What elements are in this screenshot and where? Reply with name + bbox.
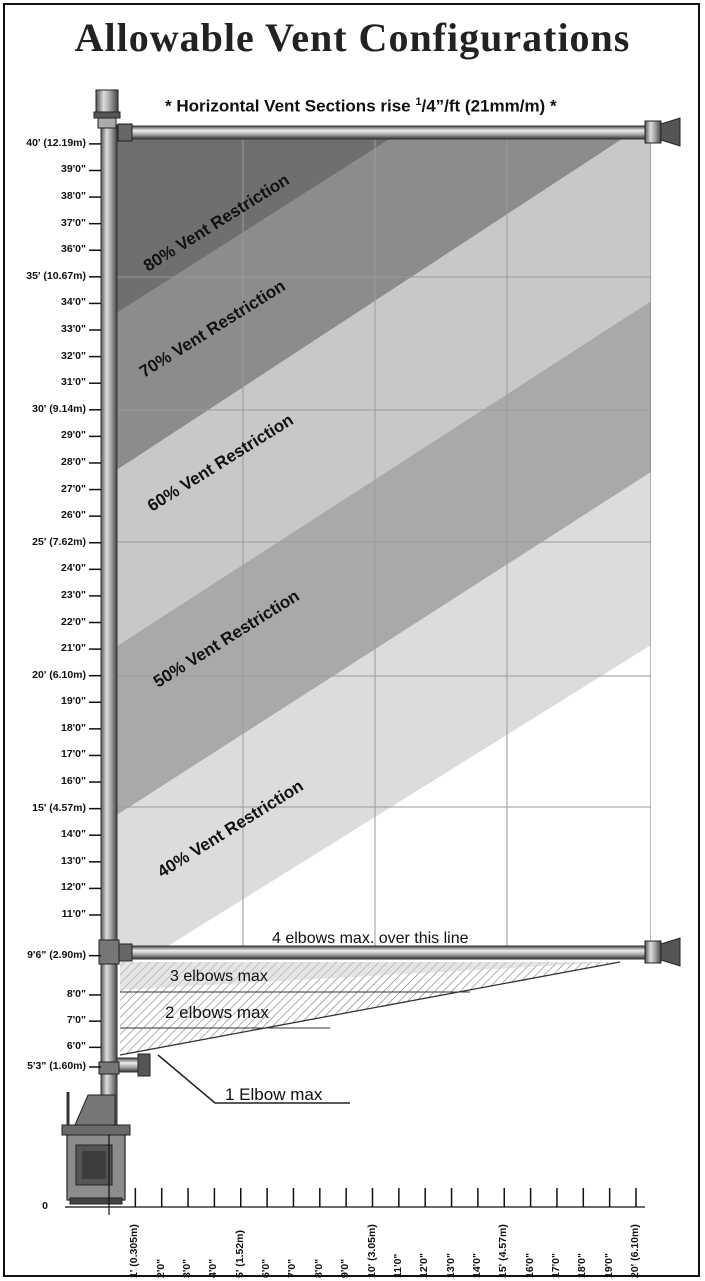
- y-tick-label: 8'0": [66, 987, 86, 1000]
- elbow-label-four: 4 elbows max. over this line: [272, 930, 469, 947]
- y-tick-label: 37'0": [61, 216, 86, 229]
- x-tick-label: 2'0": [154, 1258, 167, 1278]
- y-tick-label: 6'0": [66, 1040, 86, 1053]
- y-tick-label: 31'0": [61, 376, 86, 389]
- y-tick-label: 21'0": [61, 642, 86, 655]
- elbow-region: [119, 961, 621, 1104]
- zone-50-percent: [109, 301, 651, 820]
- lower-horizontal-pipe: [114, 937, 681, 967]
- upper-horizontal-pipe: [114, 117, 681, 147]
- y-tick-label: 25' (7.62m): [32, 535, 86, 548]
- subtitle-text-pre: * Horizontal Vent Sections rise: [165, 96, 416, 116]
- axis-lines: [65, 1135, 645, 1215]
- y-tick-label: 38'0": [61, 190, 86, 203]
- chart-gridlines: [109, 139, 651, 951]
- y-tick-label: 5'3" (1.60m): [27, 1060, 86, 1072]
- y-tick-label: 19'0": [61, 695, 86, 708]
- three-elbow-band: [120, 962, 620, 990]
- x-tick-label: 4'0": [207, 1258, 220, 1278]
- x-tick-label: 19'0": [602, 1253, 615, 1278]
- x-tick-label: 14'0": [470, 1253, 483, 1278]
- subtitle-note: * Horizontal Vent Sections rise 1/4”/ft …: [165, 96, 645, 117]
- vertical-termination-cap: [93, 89, 121, 129]
- y-tick-label: 14'0": [61, 828, 86, 841]
- x-tick-label: 13'0": [444, 1253, 457, 1278]
- y-tick-label: 35' (10.67m): [26, 269, 86, 282]
- x-tick-label: 6'0": [260, 1258, 273, 1278]
- x-tick-label: 18'0": [576, 1253, 589, 1278]
- stove-appliance: [61, 1092, 131, 1205]
- elbow-label-two: 2 elbows max: [165, 1003, 269, 1022]
- y-tick-label: 7'0": [66, 1014, 86, 1027]
- y-tick-label: 39'0": [61, 163, 86, 176]
- subtitle-text-post: /4”/ft (21mm/m) *: [421, 96, 557, 116]
- zone-60-percent: [109, 139, 651, 651]
- elbow-label-one: 1 Elbow max: [225, 1085, 323, 1104]
- y-tick-label: 15' (4.57m): [32, 801, 86, 814]
- y-axis-tick-marks: [89, 143, 101, 1068]
- x-tick-label: 5' (1.52m): [233, 1229, 246, 1278]
- page-title: Allowable Vent Configurations: [74, 15, 631, 60]
- y-tick-label: 24'0": [61, 562, 86, 575]
- zone-80-percent: [109, 139, 390, 318]
- figure-border: [3, 3, 700, 1277]
- y-tick-label: 12'0": [61, 881, 86, 894]
- x-tick-label: 7'0": [286, 1258, 299, 1278]
- x-tick-label: 12'0": [418, 1253, 431, 1278]
- y-tick-label: 27'0": [61, 482, 86, 495]
- y-tick-label: 13'0": [61, 854, 86, 867]
- y-tick-label: 9'6" (2.90m): [27, 948, 86, 961]
- x-tick-label: 17'0": [549, 1253, 562, 1278]
- x-tick-label: 3'0": [181, 1258, 194, 1278]
- y-tick-label: 28'0": [61, 455, 86, 468]
- x-tick-label: 1' (0.305m): [128, 1224, 141, 1278]
- one-elbow-leader: [157, 1054, 350, 1104]
- y-tick-label: 33'0": [61, 323, 86, 336]
- y-tick-label: 29'0": [61, 429, 86, 442]
- x-tick-label: 20' (6.10m): [629, 1224, 641, 1278]
- y-tick-label: 30' (9.14m): [32, 402, 86, 415]
- y-tick-label: 18'0": [61, 721, 86, 734]
- zone-70-percent: [109, 139, 651, 475]
- x-tick-label: 11'0": [391, 1253, 404, 1278]
- vertical-vent-pipe: [98, 124, 120, 1143]
- y-tick-label: 36'0": [61, 243, 86, 256]
- low-horizontal-termination: [114, 1053, 151, 1077]
- elbow-labels: 4 elbows max. over this line 3 elbows ma…: [165, 930, 469, 1104]
- y-tick-label: 40' (12.19m): [26, 136, 86, 149]
- y-tick-label: 34'0": [61, 296, 86, 309]
- zone-40-percent: [109, 472, 651, 951]
- elbow-limit-line: [119, 961, 621, 1056]
- x-tick-label: 9'0": [339, 1258, 352, 1278]
- y-tick-label: 20' (6.10m): [32, 668, 86, 681]
- y-tick-label: 0: [42, 1200, 48, 1212]
- y-tick-label: 23'0": [61, 588, 86, 601]
- subtitle-fraction-numerator: 1: [415, 96, 422, 108]
- y-tick-label: 32'0": [61, 349, 86, 362]
- y-tick-label: 26'0": [61, 509, 86, 522]
- y-tick-label: 17'0": [61, 748, 86, 761]
- x-tick-label: 16'0": [523, 1253, 536, 1278]
- elbow-label-three: 3 elbows max: [170, 968, 268, 985]
- restriction-zones: [109, 139, 651, 951]
- y-tick-label: 22'0": [61, 615, 86, 628]
- x-axis-tick-marks: [134, 1188, 637, 1207]
- x-tick-label: 8'0": [312, 1258, 325, 1278]
- y-tick-label: 11'0": [61, 908, 86, 920]
- x-tick-label: 10' (3.05m): [365, 1224, 378, 1278]
- x-tick-label: 15' (4.57m): [497, 1224, 510, 1278]
- y-tick-label: 16'0": [61, 775, 86, 788]
